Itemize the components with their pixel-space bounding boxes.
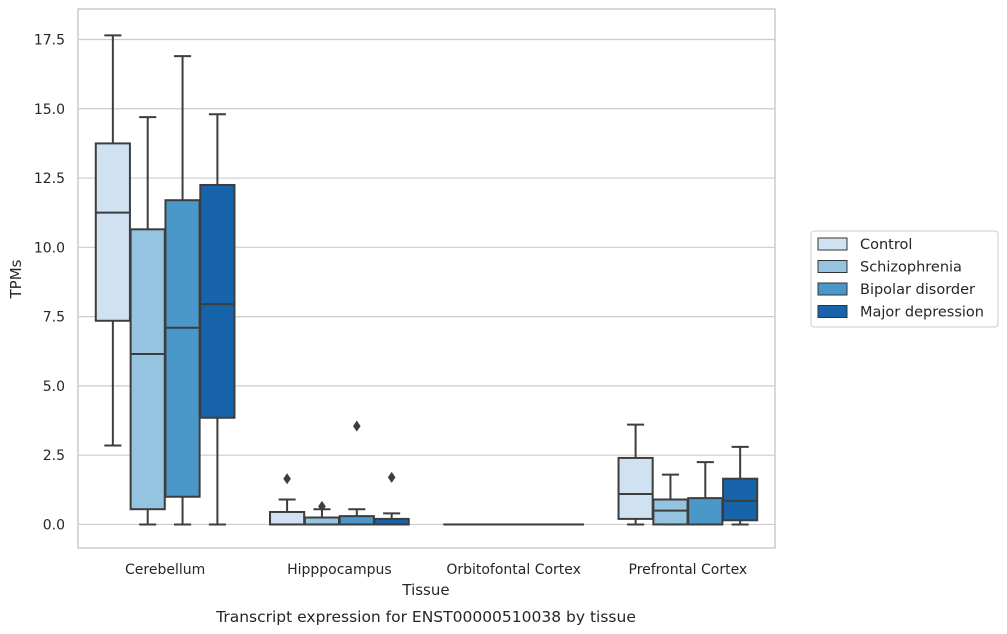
chart-caption: Transcript expression for ENST0000051003… <box>215 608 636 626</box>
legend-swatch <box>817 237 848 251</box>
outlier-point <box>318 500 326 512</box>
box-2-0 <box>164 55 201 526</box>
box-iqr <box>269 510 306 526</box>
y-tick-label: 2.5 <box>43 448 65 464</box>
outlier-point <box>387 471 396 483</box>
legend-label: Control <box>860 237 912 253</box>
x-tick-label: Prefrontal Cortex <box>629 562 748 578</box>
outlier-point <box>283 473 291 485</box>
x-tick-label: Hipppocampus <box>287 562 392 578</box>
box-iqr <box>129 228 166 511</box>
box-iqr <box>687 497 724 526</box>
box-3-0 <box>199 113 236 526</box>
boxes <box>94 34 759 526</box>
outlier-point <box>353 420 361 432</box>
box-3-3 <box>722 445 759 526</box>
box-2-1 <box>338 420 375 526</box>
box-iqr <box>164 199 201 498</box>
legend-label: Schizophrenia <box>860 260 962 276</box>
box-iqr <box>303 516 341 526</box>
y-axis-label: TPMs <box>7 259 25 299</box>
legend-swatch <box>817 305 848 318</box>
box-0-1 <box>269 473 306 526</box>
box-iqr <box>94 142 131 322</box>
x-tick-label: Orbitofontal Cortex <box>446 562 581 578</box>
y-tick-label: 7.5 <box>43 310 65 326</box>
x-tick-label: Cerebellum <box>125 562 205 578</box>
box-3-1 <box>373 471 410 526</box>
y-tick-label: 5.0 <box>43 379 65 395</box>
y-axis-ticks: 0.0 2.5 5.0 7.5 10.0 12.5 15.0 17.5 <box>34 32 65 533</box>
box-1-1 <box>303 500 341 526</box>
box-1-0 <box>129 116 166 526</box>
y-tick-label: 10.0 <box>34 240 65 256</box>
box-2-3 <box>687 461 724 526</box>
x-axis-ticks: Cerebellum Hipppocampus Orbitofontal Corte… <box>125 562 747 578</box>
legend-frame <box>810 230 999 328</box>
legend-label: Major depression <box>860 305 984 321</box>
legend: Control Schizophrenia Bipolar disorder Majo… <box>810 230 999 328</box>
y-tick-label: 0.0 <box>43 517 65 533</box>
y-tick-label: 12.5 <box>34 171 65 187</box>
box-iqr <box>652 498 689 526</box>
box-iqr <box>617 456 654 520</box>
box-iqr <box>722 477 759 522</box>
box-iqr <box>199 183 236 419</box>
x-axis-label: Tissue <box>401 581 449 599</box>
box-1-3 <box>652 473 689 526</box>
legend-swatch <box>817 260 848 273</box>
box-0-3 <box>617 423 654 526</box>
box-iqr <box>338 515 375 526</box>
y-tick-label: 15.0 <box>34 102 65 118</box>
y-tick-label: 17.5 <box>34 32 65 48</box>
legend-label: Bipolar disorder <box>860 282 975 298</box>
plot-area-frame <box>77 8 776 549</box>
legend-swatch <box>817 282 848 296</box>
box-0-0 <box>94 34 131 447</box>
